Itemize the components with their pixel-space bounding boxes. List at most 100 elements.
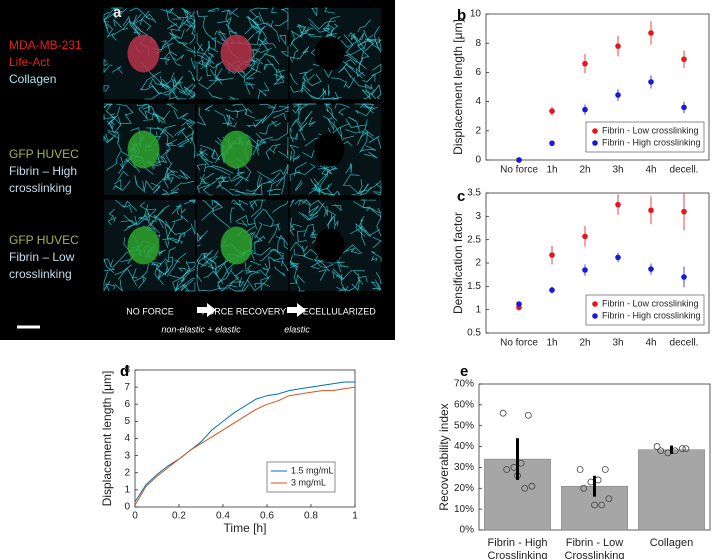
- data-point: [549, 108, 555, 114]
- fiber: [357, 57, 364, 73]
- fiber: [187, 70, 196, 82]
- fiber: [200, 147, 214, 164]
- fiber: [326, 183, 334, 196]
- fiber: [273, 74, 285, 79]
- fiber: [266, 58, 286, 73]
- fiber: [294, 162, 308, 177]
- fiber: [299, 26, 309, 35]
- cell: [220, 34, 253, 73]
- fiber: [309, 89, 327, 100]
- fiber: [196, 230, 208, 243]
- fiber: [182, 22, 196, 33]
- cavity: [314, 228, 345, 263]
- row-label: GFP HUVEC: [9, 147, 79, 161]
- y-tick-label: 0%: [460, 525, 475, 536]
- fiber: [308, 117, 316, 127]
- fiber: [318, 269, 328, 281]
- sample-point: [653, 443, 661, 450]
- fiber: [376, 84, 382, 100]
- y-tick-label: 40%: [454, 441, 474, 452]
- column-label: FORCE RECOVERY: [202, 306, 286, 316]
- fiber: [181, 119, 196, 129]
- fiber: [298, 202, 325, 221]
- fiber: [229, 207, 235, 224]
- x-tick-label: 0.2: [172, 511, 186, 522]
- fiber: [250, 246, 271, 261]
- row-label: Collagen: [9, 72, 56, 86]
- fiber: [253, 119, 263, 128]
- fiber: [372, 191, 382, 196]
- fiber: [265, 256, 275, 276]
- data-point: [681, 208, 687, 215]
- fiber: [355, 107, 373, 117]
- fiber: [163, 173, 181, 189]
- row-label: crosslinking: [9, 267, 72, 281]
- fiber: [246, 134, 259, 156]
- column-label: NO FORCE: [126, 306, 174, 316]
- fiber: [294, 199, 320, 206]
- x-tick-label: 1: [352, 511, 358, 522]
- fiber: [371, 63, 382, 77]
- fiber: [209, 257, 225, 276]
- fiber: [249, 200, 258, 210]
- fiber: [268, 177, 283, 196]
- fiber: [170, 28, 181, 39]
- fiber: [230, 270, 242, 288]
- fiber: [217, 180, 229, 190]
- fiber: [327, 118, 335, 131]
- fiber: [123, 222, 138, 232]
- fiber: [275, 174, 285, 195]
- y-tick-label: 6: [124, 399, 130, 410]
- fiber: [165, 223, 186, 238]
- fiber: [257, 171, 274, 183]
- fiber: [296, 25, 308, 32]
- y-tick-label: 2: [475, 125, 481, 136]
- legend-label: Fibrin - High crosslinking: [602, 310, 701, 320]
- fiber: [358, 32, 365, 41]
- fiber: [103, 259, 115, 274]
- fiber: [175, 280, 190, 293]
- fiber: [138, 103, 148, 120]
- fiber: [233, 199, 249, 206]
- fiber: [154, 204, 170, 219]
- fiber: [168, 188, 180, 195]
- fiber: [200, 250, 219, 268]
- fiber: [244, 269, 270, 287]
- fiber: [166, 230, 179, 243]
- y-axis-label: Displacement length [μm]: [451, 19, 465, 155]
- fiber: [244, 110, 255, 119]
- fiber: [290, 117, 304, 131]
- fiber: [158, 249, 166, 257]
- fiber: [351, 179, 363, 196]
- fiber: [170, 180, 195, 192]
- fiber: [303, 223, 315, 237]
- fiber: [171, 203, 186, 215]
- fiber: [181, 268, 196, 282]
- fiber: [304, 68, 315, 82]
- fiber: [311, 7, 318, 17]
- fiber: [177, 15, 196, 23]
- fiber: [184, 129, 194, 139]
- x-tick-label: 2h: [579, 338, 590, 349]
- fiber: [321, 165, 329, 176]
- x-tick-label: 0: [132, 511, 138, 522]
- fiber: [353, 35, 376, 47]
- fiber: [270, 164, 289, 176]
- fiber: [196, 163, 207, 172]
- fiber: [214, 109, 231, 128]
- fiber: [289, 132, 298, 141]
- data-point: [582, 106, 588, 113]
- fiber: [356, 119, 368, 145]
- fiber: [313, 178, 320, 196]
- fiber: [254, 282, 271, 288]
- fiber: [201, 172, 215, 184]
- fiber: [327, 84, 330, 96]
- fiber: [185, 282, 196, 292]
- fiber: [324, 15, 340, 29]
- fiber: [333, 190, 341, 196]
- fiber: [103, 135, 114, 144]
- fiber: [198, 235, 203, 240]
- fiber: [201, 46, 219, 66]
- fiber: [254, 235, 266, 254]
- data-point: [549, 140, 555, 147]
